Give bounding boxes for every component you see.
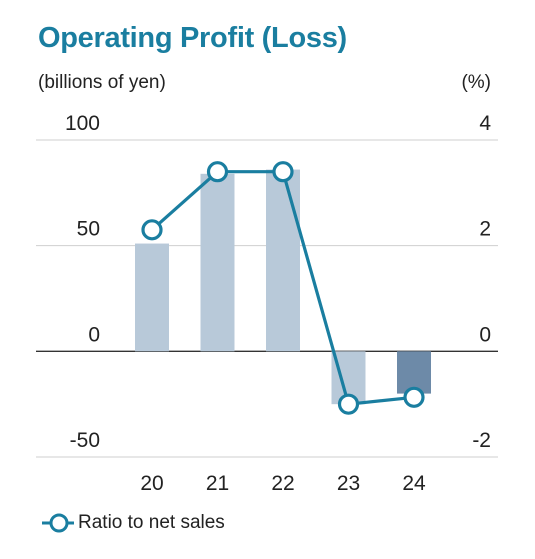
ratio-point-23 (337, 393, 360, 415)
y-left-tick-label: 50 (77, 218, 100, 241)
y-right-tick-label: 0 (479, 323, 491, 346)
ratio-point-21 (206, 161, 229, 183)
y-left-tick-label: -50 (70, 429, 100, 452)
x-tick-label-22: 22 (271, 472, 294, 495)
legend: Ratio to net sales (42, 510, 225, 536)
x-tick-label-24: 24 (402, 472, 426, 495)
y-left-tick-label: 0 (88, 323, 100, 346)
label-layer: 100 450 20 0-50 -220 21 22 23 24 (65, 112, 491, 495)
ratio-point-24 (403, 386, 425, 408)
y-left-tick-label: 100 (65, 112, 100, 135)
ratio-point-20 (141, 219, 163, 241)
y-right-tick-label: 4 (479, 112, 491, 135)
left-axis-unit: (billions of yen) (38, 72, 166, 93)
legend-label-ratio: Ratio to net sales (78, 512, 225, 533)
right-axis-unit: (%) (461, 72, 491, 93)
y-right-tick-label: 2 (479, 218, 491, 241)
bar-24 (397, 351, 431, 394)
x-tick-label-21: 21 (206, 472, 229, 495)
bar-20 (135, 243, 169, 352)
bar-layer (135, 169, 431, 405)
ratio-point-22 (272, 161, 294, 183)
chart-title: Operating Profit (Loss) (38, 22, 347, 54)
x-tick-label-20: 20 (140, 472, 163, 495)
bar-21 (200, 173, 235, 352)
x-tick-label-23: 23 (337, 472, 360, 495)
legend-line-marker-icon (42, 513, 74, 533)
y-right-tick-label: -2 (472, 429, 491, 452)
bar-22 (266, 169, 300, 352)
line-layer (141, 161, 425, 415)
